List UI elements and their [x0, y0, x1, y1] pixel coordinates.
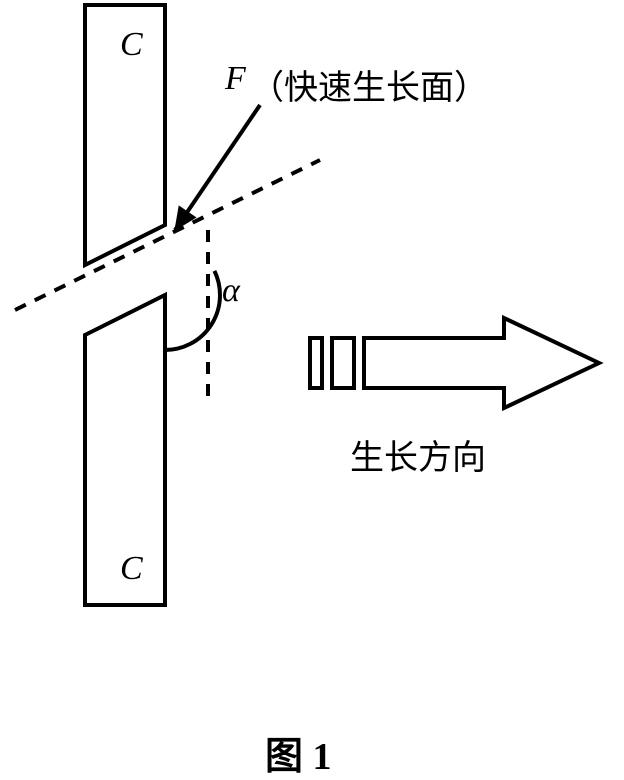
label-f-paren: （快速生长面）	[250, 60, 488, 109]
growth-direction-arrow	[364, 318, 599, 408]
big-arrow-tail-seg-1	[332, 338, 354, 388]
label-c-top: C	[120, 26, 143, 64]
leader-arrow-head	[175, 206, 196, 230]
big-arrow-tail-seg-0	[310, 338, 322, 388]
label-alpha: α	[222, 272, 240, 310]
diagram-canvas	[0, 0, 624, 776]
label-f-prefix: F	[225, 60, 246, 98]
diagonal-dash-line	[15, 160, 320, 310]
figure-caption: 图 1	[265, 725, 332, 780]
label-c-bottom: C	[120, 550, 143, 588]
label-growth-direction: 生长方向	[350, 430, 486, 479]
angle-arc	[165, 271, 220, 350]
